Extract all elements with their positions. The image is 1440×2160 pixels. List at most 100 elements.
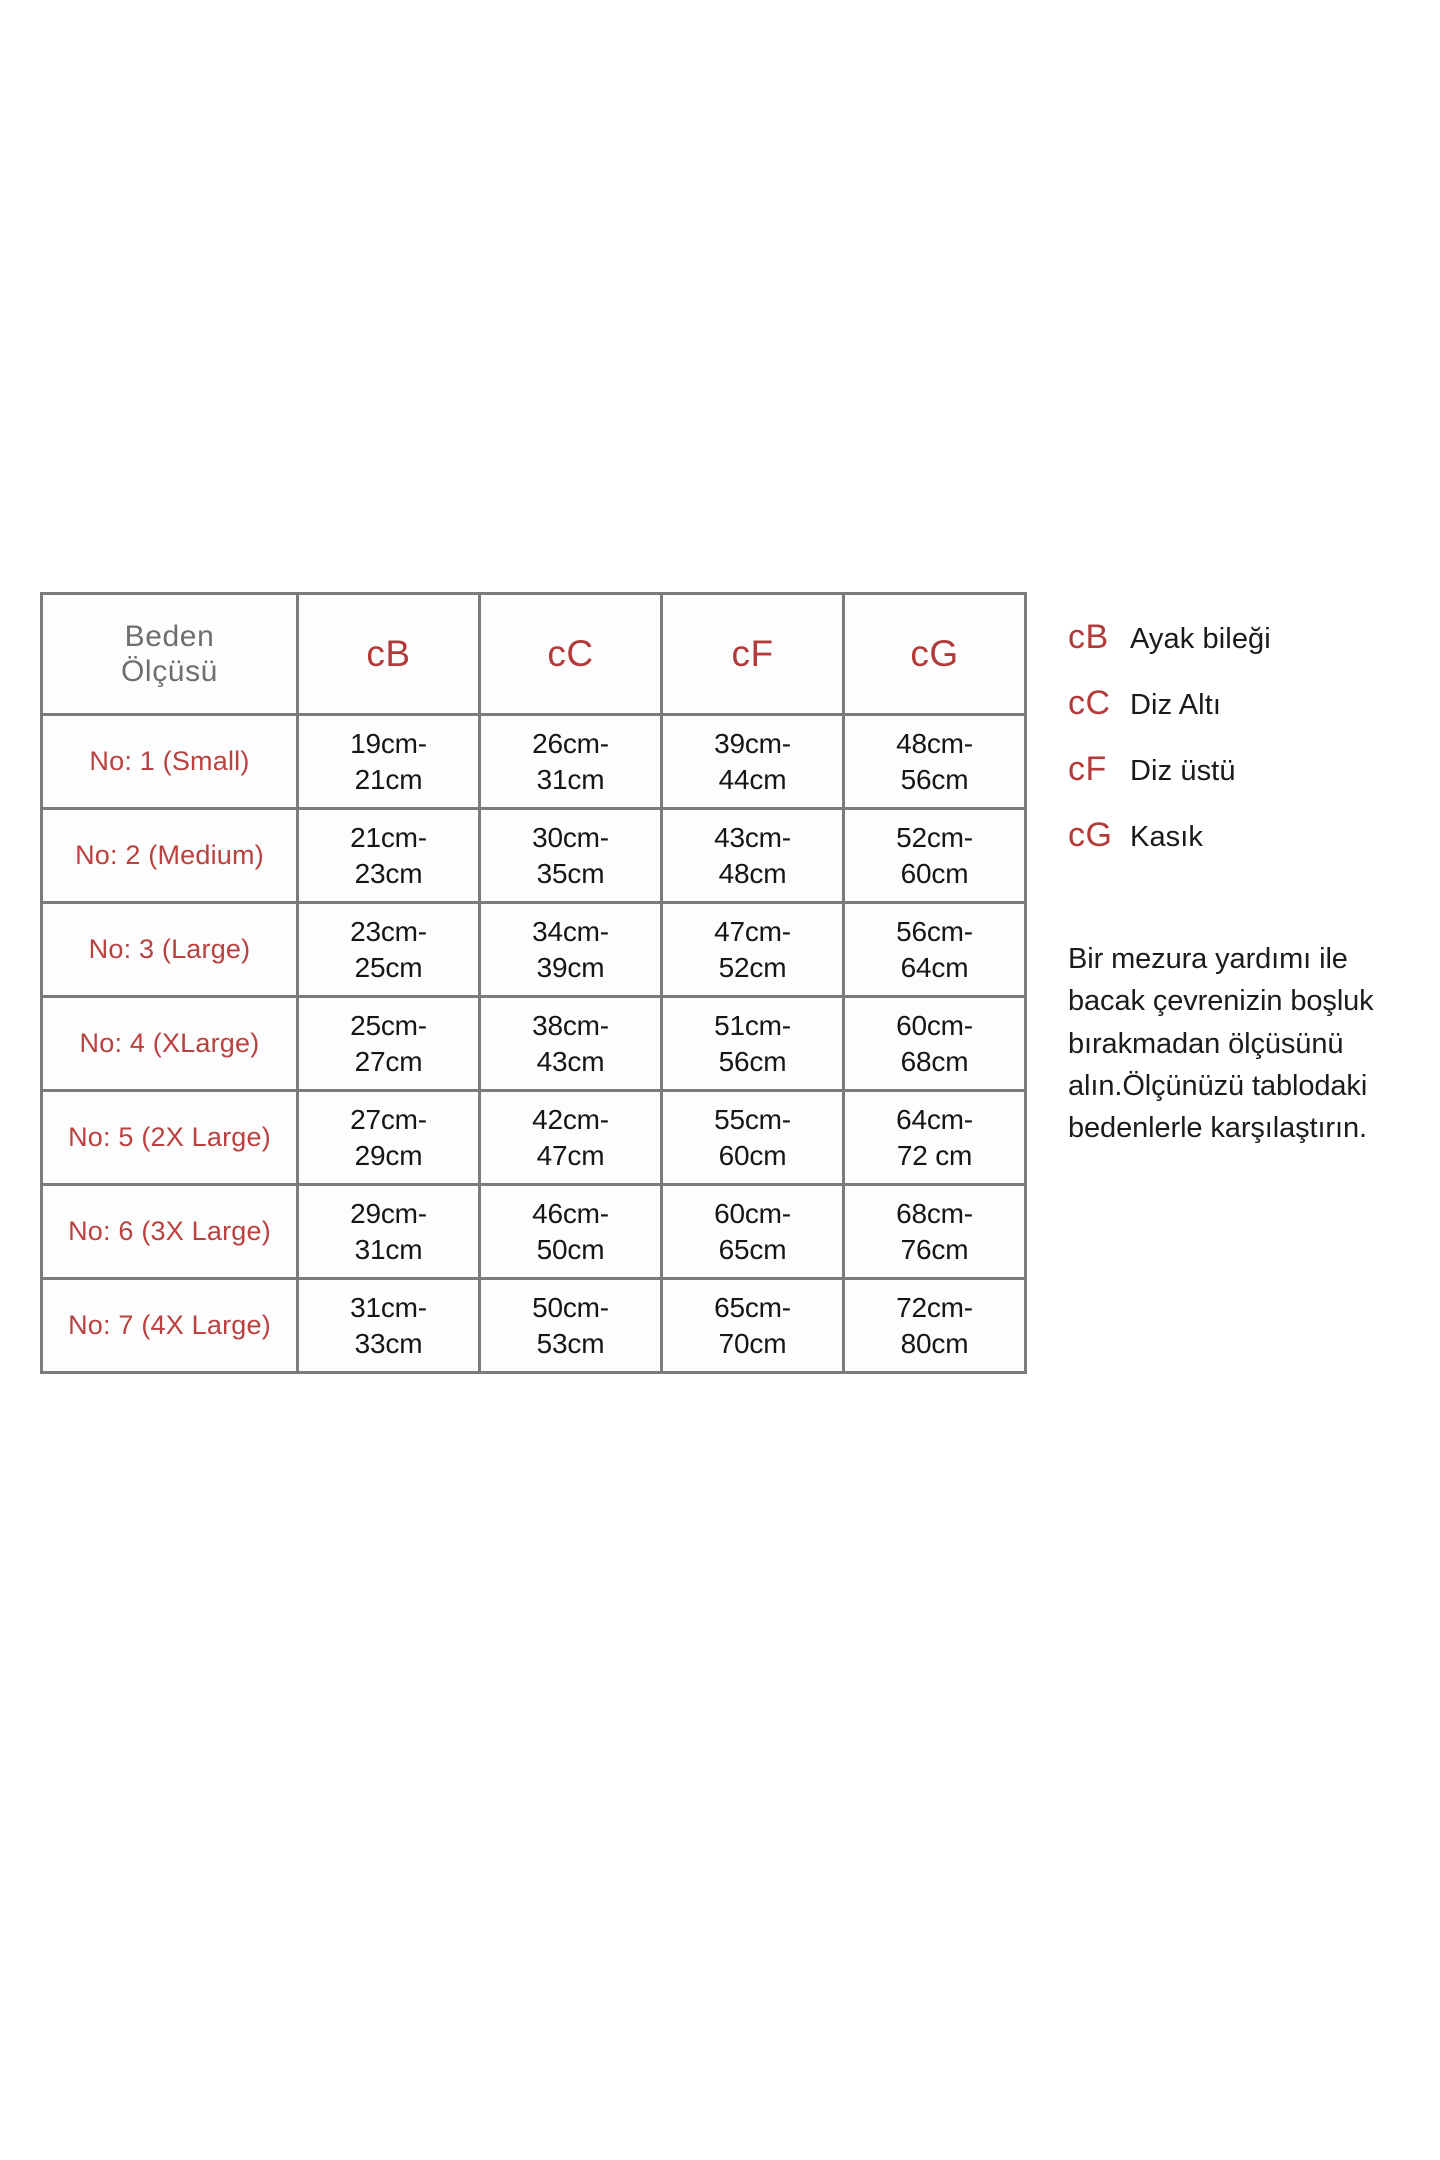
cell-cc-from: 50cm- (532, 1291, 609, 1323)
cell-cf: 51cm- 56cm (660, 995, 845, 1092)
cell-cg-from: 68cm- (896, 1197, 973, 1229)
cell-cg-to: 72 cm (896, 1139, 973, 1171)
cell-size-label: No: 5 (2X Large) (40, 1089, 299, 1186)
cell-size-label: No: 7 (4X Large) (40, 1277, 299, 1374)
cell-cb: 23cm- 25cm (296, 901, 481, 998)
cell-cg: 64cm- 72 cm (842, 1089, 1027, 1186)
size-chart-table: Beden Ölçüsü cB cC cF cG (40, 592, 1027, 1374)
cell-cb-from: 29cm- (350, 1197, 427, 1229)
cell-cc-from: 26cm- (532, 727, 609, 759)
cell-size-label: No: 3 (Large) (40, 901, 299, 998)
cell-size-label: No: 6 (3X Large) (40, 1183, 299, 1280)
legend-item-cc: cC Diz Altı (1068, 684, 1418, 750)
cell-cc-to: 53cm (536, 1327, 605, 1359)
cell-cg-from: 64cm- (896, 1103, 973, 1135)
cell-cc-from: 38cm- (532, 1009, 609, 1041)
cell-cf-from: 55cm- (714, 1103, 791, 1135)
cell-cg-to: 76cm (900, 1233, 969, 1265)
column-header-cg-label: cG (910, 633, 959, 674)
cell-cc: 50cm- 53cm (478, 1277, 663, 1374)
column-header-cb-label: cB (366, 633, 411, 674)
column-header-cf-label: cF (731, 633, 774, 674)
cell-cb: 19cm- 21cm (296, 713, 481, 810)
cell-cg-to: 68cm (900, 1045, 969, 1077)
cell-cg-from: 60cm- (896, 1009, 973, 1041)
cell-cb: 21cm- 23cm (296, 807, 481, 904)
cell-cf: 47cm- 52cm (660, 901, 845, 998)
cell-cb-from: 21cm- (350, 821, 427, 853)
table-header-row: Beden Ölçüsü cB cC cF cG (40, 592, 1027, 716)
column-header-cg: cG (842, 592, 1027, 716)
column-header-cf: cF (660, 592, 845, 716)
legend-code-cc: cC (1068, 684, 1111, 722)
table-row: No: 6 (3X Large) 29cm- 31cm 46cm- 50cm (40, 1183, 1027, 1280)
column-header-cc-label: cC (547, 633, 594, 674)
cell-cc-to: 43cm (536, 1045, 605, 1077)
legend-label-cf: Diz üstü (1130, 755, 1236, 787)
column-header-size-line2: Ölçüsü (121, 655, 218, 688)
cell-cb-from: 19cm- (350, 727, 427, 759)
cell-cc: 34cm- 39cm (478, 901, 663, 998)
cell-cc-to: 50cm (536, 1233, 605, 1265)
cell-cb-from: 31cm- (350, 1291, 427, 1323)
size-chart-table-container: Beden Ölçüsü cB cC cF cG (40, 592, 1027, 1374)
cell-cc-from: 46cm- (532, 1197, 609, 1229)
cell-cb-to: 23cm (354, 857, 423, 889)
cell-cf: 55cm- 60cm (660, 1089, 845, 1186)
cell-cc-from: 34cm- (532, 915, 609, 947)
cell-cg: 60cm- 68cm (842, 995, 1027, 1092)
cell-cb-to: 29cm (354, 1139, 423, 1171)
cell-cf: 39cm- 44cm (660, 713, 845, 810)
cell-cb-to: 33cm (354, 1327, 423, 1359)
cell-cb: 29cm- 31cm (296, 1183, 481, 1280)
cell-cb: 25cm- 27cm (296, 995, 481, 1092)
cell-cf-from: 39cm- (714, 727, 791, 759)
cell-cf: 60cm- 65cm (660, 1183, 845, 1280)
cell-cc-to: 47cm (536, 1139, 605, 1171)
cell-cb-to: 27cm (354, 1045, 423, 1077)
cell-cb-from: 23cm- (350, 915, 427, 947)
cell-cg: 72cm- 80cm (842, 1277, 1027, 1374)
cell-cg: 68cm- 76cm (842, 1183, 1027, 1280)
cell-cc-to: 31cm (536, 763, 605, 795)
cell-cg-from: 56cm- (896, 915, 973, 947)
legend-label-cb: Ayak bileği (1130, 623, 1271, 655)
cell-cb-from: 25cm- (350, 1009, 427, 1041)
cell-cf: 65cm- 70cm (660, 1277, 845, 1374)
cell-cc: 26cm- 31cm (478, 713, 663, 810)
cell-cf-from: 65cm- (714, 1291, 791, 1323)
legend-item-cf: cF Diz üstü (1068, 750, 1418, 816)
cell-size-label: No: 1 (Small) (40, 713, 299, 810)
legend-code-cb: cB (1068, 618, 1109, 656)
cell-cc-to: 39cm (536, 951, 605, 983)
table-row: No: 1 (Small) 19cm- 21cm 26cm- 31cm (40, 713, 1027, 810)
cell-cb: 27cm- 29cm (296, 1089, 481, 1186)
legend-code-cg: cG (1068, 816, 1113, 854)
table-row: No: 5 (2X Large) 27cm- 29cm 42cm- 47cm (40, 1089, 1027, 1186)
cell-cf-to: 44cm (718, 763, 787, 795)
cell-cf-to: 56cm (718, 1045, 787, 1077)
cell-cf-to: 48cm (718, 857, 787, 889)
cell-cc-from: 30cm- (532, 821, 609, 853)
cell-cg: 52cm- 60cm (842, 807, 1027, 904)
measurement-instructions: Bir mezura yardımı ile bacak çevrenizin … (1068, 943, 1374, 1145)
cell-size-label: No: 4 (XLarge) (40, 995, 299, 1092)
table-row: No: 3 (Large) 23cm- 25cm 34cm- 39cm (40, 901, 1027, 998)
table-row: No: 7 (4X Large) 31cm- 33cm 50cm- 53cm (40, 1277, 1027, 1374)
cell-cf-from: 43cm- (714, 821, 791, 853)
cell-cf-from: 60cm- (714, 1197, 791, 1229)
cell-cg-from: 52cm- (896, 821, 973, 853)
cell-cg-to: 80cm (900, 1327, 969, 1359)
cell-cf-from: 47cm- (714, 915, 791, 947)
cell-cf-to: 60cm (718, 1139, 787, 1171)
cell-cb-from: 27cm- (350, 1103, 427, 1135)
column-header-size: Beden Ölçüsü (40, 592, 299, 716)
legend-item-cg: cG Kasık (1068, 816, 1418, 882)
cell-cc-to: 35cm (536, 857, 605, 889)
cell-cf-to: 70cm (718, 1327, 787, 1359)
cell-cf: 43cm- 48cm (660, 807, 845, 904)
cell-cb-to: 21cm (354, 763, 423, 795)
cell-cc: 38cm- 43cm (478, 995, 663, 1092)
cell-cf-to: 65cm (718, 1233, 787, 1265)
